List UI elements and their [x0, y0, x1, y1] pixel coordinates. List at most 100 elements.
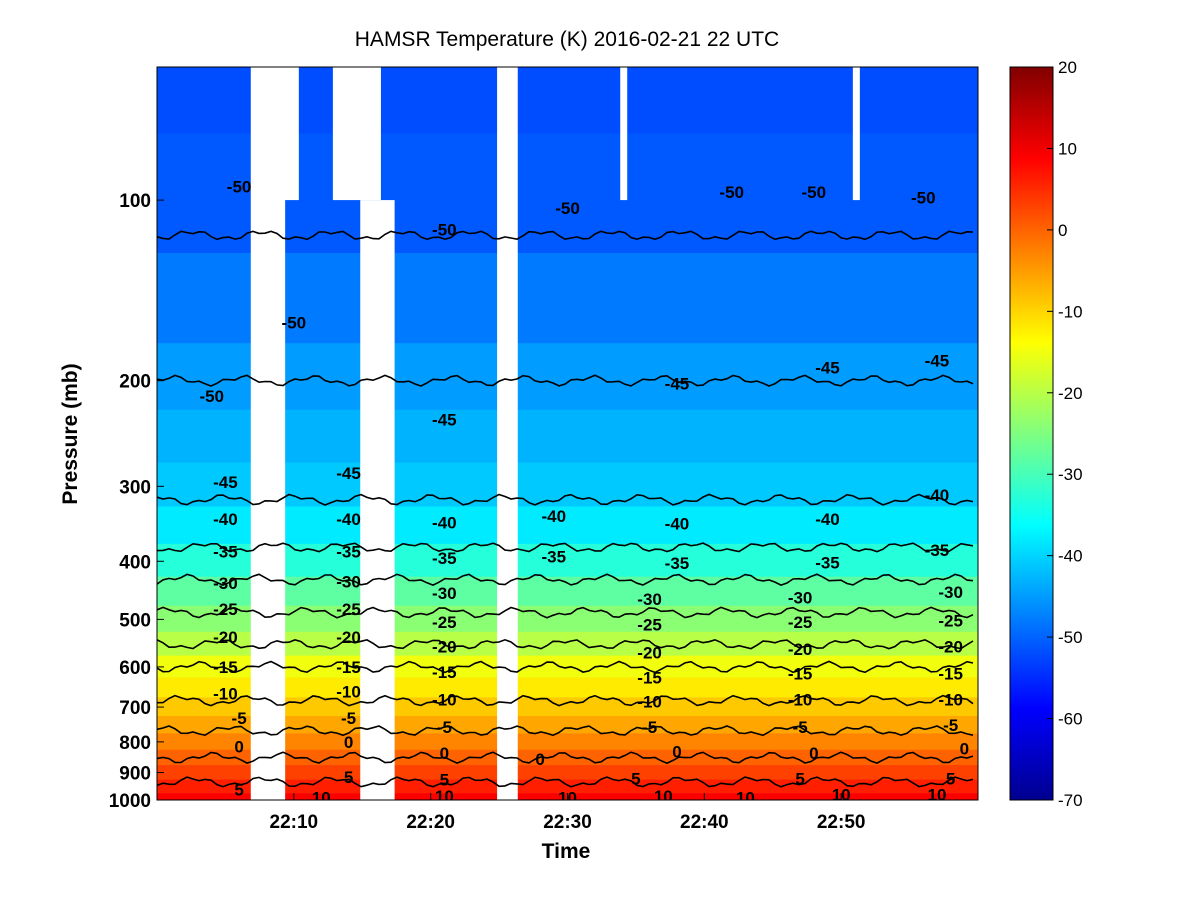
contour-label: -50 — [199, 387, 224, 406]
colorbar-tick-label: -20 — [1058, 384, 1083, 403]
y-axis-ticks: 100 200 300 400 500 600 700 800 900 1000 — [109, 191, 164, 812]
contour-label: -30 — [336, 572, 361, 591]
plot-area: -50-50-50-50 -50 -50-50-50-45-45-45 -45-45-… — [157, 67, 978, 807]
heatmap-band — [157, 506, 978, 545]
data-gap — [332, 67, 381, 201]
contour-line — [157, 776, 974, 788]
contour-label: -50 — [282, 314, 307, 333]
contour-label: -30 — [637, 590, 662, 609]
contour-line — [157, 694, 974, 707]
y-tick-label: 500 — [119, 610, 151, 631]
data-gap — [278, 67, 299, 201]
y-tick-label: 1000 — [109, 791, 151, 812]
contour-label: -25 — [788, 613, 813, 632]
contour-label: -20 — [213, 628, 238, 647]
contour-label: -20 — [938, 638, 963, 657]
contour-label: -25 — [336, 600, 361, 619]
colorbar-tick-label: -50 — [1058, 628, 1083, 647]
contour-label: -45 — [815, 358, 840, 377]
contour-label: -10 — [637, 692, 662, 711]
contour-label: -35 — [542, 548, 567, 567]
contour-label: -45 — [432, 410, 457, 429]
contour-label: -50 — [802, 183, 827, 202]
contour-line — [157, 374, 974, 387]
contour-label: -40 — [815, 510, 840, 529]
y-tick-label: 100 — [119, 191, 151, 212]
colorbar-tick-label: -60 — [1058, 710, 1083, 729]
contour-label: -25 — [432, 613, 457, 632]
contour-line — [157, 573, 974, 586]
contour-label: 5 — [344, 768, 353, 787]
contour-label: -40 — [665, 514, 690, 533]
contour-label: -15 — [637, 669, 662, 688]
contour-label: -35 — [432, 549, 457, 568]
contour-label: -20 — [788, 640, 813, 659]
contour-label: -15 — [432, 663, 457, 682]
contour-label: 10 — [736, 788, 755, 807]
contour-label: -35 — [336, 542, 361, 561]
contour-label: 5 — [440, 771, 449, 790]
contour-label: -50 — [227, 178, 252, 197]
contour-label: -50 — [555, 199, 580, 218]
contour-label: -30 — [432, 584, 457, 603]
contour-label: 10 — [927, 786, 946, 805]
y-tick-label: 300 — [119, 477, 151, 498]
contour-label: 5 — [631, 769, 640, 788]
contour-label: -15 — [213, 658, 238, 677]
colorbar — [1009, 66, 1054, 801]
contour-label: -40 — [542, 507, 567, 526]
x-tick-label: 22:50 — [817, 812, 866, 833]
contour-lines — [157, 230, 974, 788]
y-tick-label: 600 — [119, 658, 151, 679]
contour-label: 0 — [234, 738, 243, 757]
contour-label: 0 — [809, 744, 818, 763]
y-tick-label: 700 — [119, 698, 151, 719]
x-axis-label: Time — [542, 840, 591, 863]
contour-line — [157, 493, 974, 506]
colorbar-tick-label: -30 — [1058, 465, 1083, 484]
contour-label: -15 — [788, 664, 813, 683]
heatmap-band — [157, 576, 978, 607]
contour-label: -15 — [938, 664, 963, 683]
contour-line — [157, 542, 974, 553]
contour-label: -10 — [938, 691, 963, 710]
y-tick-label: 200 — [119, 372, 151, 393]
contour-line — [157, 725, 974, 737]
colorbar-tick-label: 10 — [1058, 139, 1077, 158]
x-tick-label: 22:30 — [543, 812, 592, 833]
contour-label: -50 — [911, 188, 936, 207]
heatmap-band — [157, 605, 978, 633]
contour-label: -5 — [341, 709, 356, 728]
heatmap-band — [157, 462, 978, 508]
contour-label: -10 — [336, 683, 361, 702]
contour-label: -35 — [815, 554, 840, 573]
contour-label: -30 — [938, 583, 963, 602]
data-gap — [620, 67, 628, 201]
y-tick-label: 800 — [119, 733, 151, 754]
contour-label: 5 — [234, 780, 243, 799]
colorbar-tick-label: 20 — [1058, 58, 1077, 77]
contour-line — [157, 660, 974, 674]
heatmap-band — [157, 252, 978, 344]
colorbar-tick-label: -40 — [1058, 547, 1083, 566]
contour-label: -50 — [719, 183, 744, 202]
contour-line — [157, 638, 974, 650]
contour-label: -5 — [232, 709, 247, 728]
contour-label: -20 — [637, 644, 662, 663]
contour-label: -5 — [642, 718, 657, 737]
contour-label: -40 — [213, 510, 238, 529]
heatmap-band — [157, 343, 978, 411]
contour-label: -5 — [943, 716, 958, 735]
contour-label: -5 — [793, 718, 808, 737]
contour-label: -25 — [938, 611, 963, 630]
contour-label: -10 — [213, 685, 238, 704]
contour-label: -20 — [432, 638, 457, 657]
data-gap — [852, 67, 860, 201]
y-axis-label: Pressure (mb) — [59, 363, 82, 504]
y-tick-label: 900 — [119, 764, 151, 785]
x-tick-label: 22:20 — [406, 812, 455, 833]
contour-label: -40 — [336, 510, 361, 529]
contour-label: -35 — [925, 541, 950, 560]
contour-line — [157, 606, 974, 619]
